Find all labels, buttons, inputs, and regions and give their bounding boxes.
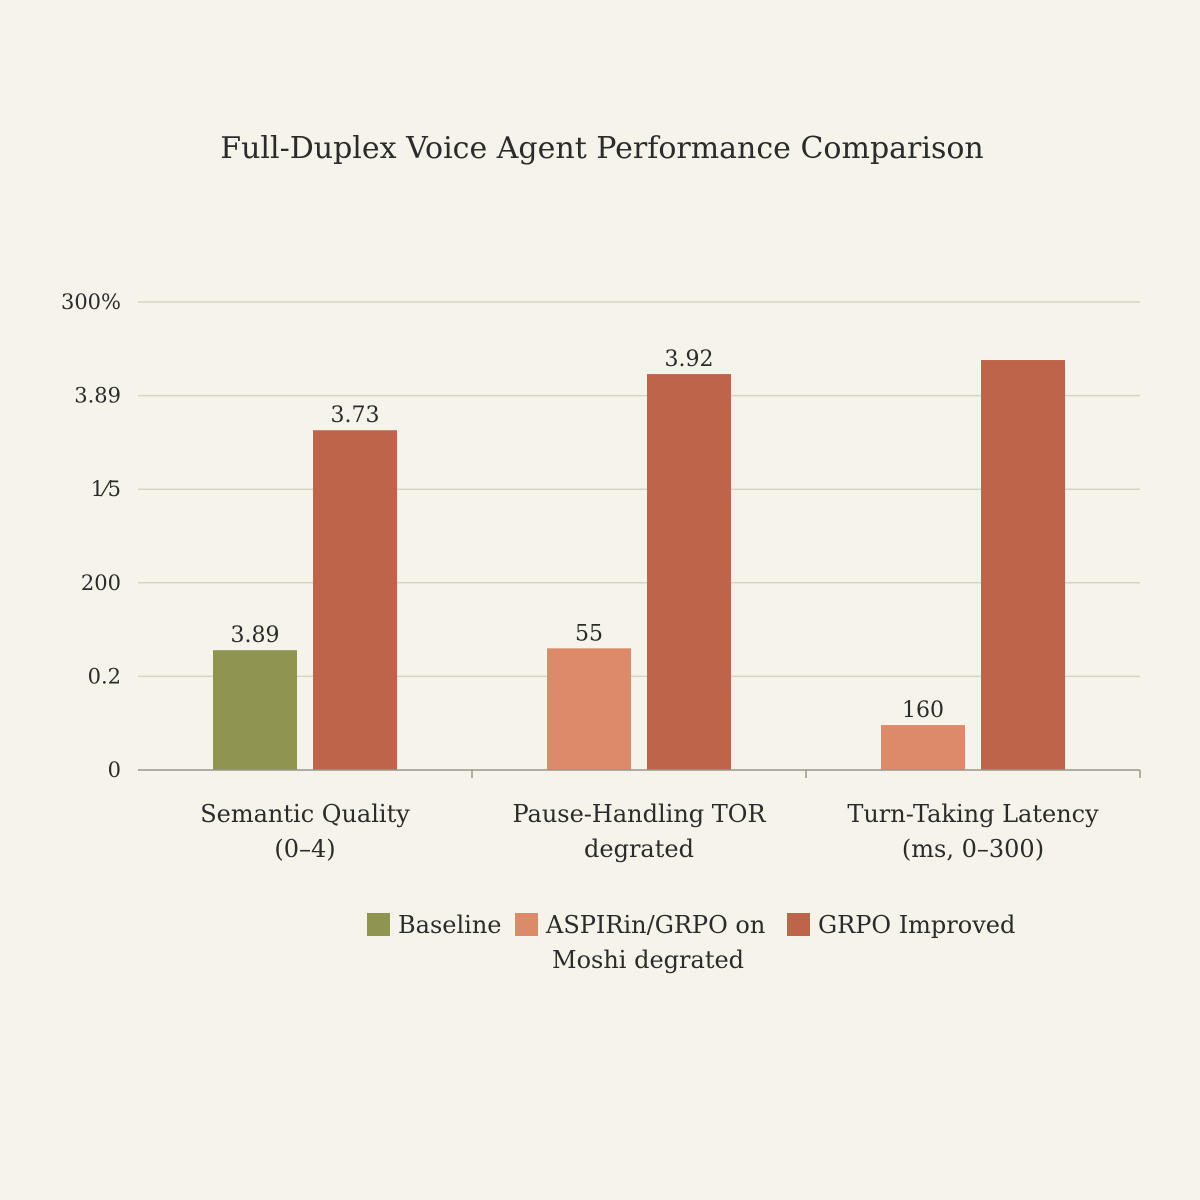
category-label-line: (0–4) (274, 835, 335, 863)
bar (213, 650, 297, 770)
data-label: 160 (902, 698, 944, 723)
data-labels: 3.89 3.73 55 3.92 160 (231, 347, 944, 723)
category-label-line: Semantic Quality (200, 800, 410, 828)
category-label-line: Pause-Handling TOR (512, 800, 766, 828)
y-axis-tick-labels: 0 0.2 200 1⁄5 3.89 300% (61, 290, 121, 782)
legend-swatch (787, 913, 810, 936)
x-axis (138, 769, 1141, 778)
bar (547, 648, 631, 770)
legend-swatch (515, 913, 538, 936)
gridlines (138, 301, 1140, 678)
bar (313, 430, 397, 770)
category-label-line: Turn-Taking Latency (847, 800, 1099, 828)
x-axis-category-label: Pause-Handling TOR degrated (512, 800, 766, 863)
y-tick-label: 0.2 (88, 664, 121, 688)
bar (881, 725, 965, 770)
x-axis-category-labels: Semantic Quality (0–4) Pause-Handling TOR d… (200, 800, 1099, 863)
data-label: 55 (575, 621, 603, 646)
legend: Baseline ASPIRin/GRPO on Moshi degrated GRP… (367, 911, 1015, 974)
legend-entry-line: ASPIRin/GRPO on (545, 911, 765, 939)
legend-entry: GRPO Improved (818, 911, 1015, 939)
category-label-line: (ms, 0–300) (902, 835, 1044, 863)
legend-entry: ASPIRin/GRPO on Moshi degrated (545, 911, 765, 974)
data-label: 3.89 (231, 623, 280, 648)
x-axis-category-label: Turn-Taking Latency (ms, 0–300) (847, 800, 1099, 863)
legend-entry-line: Moshi degrated (552, 946, 744, 974)
category-label-line: degrated (584, 835, 694, 863)
bar (981, 360, 1065, 770)
y-tick-label: 3.89 (74, 384, 121, 408)
legend-entry: Baseline (398, 911, 501, 939)
legend-entry-line: GRPO Improved (818, 911, 1015, 939)
y-tick-label: 1⁄5 (91, 477, 121, 501)
data-label: 3.92 (665, 347, 714, 372)
y-tick-label: 200 (81, 571, 121, 595)
y-tick-label: 0 (108, 758, 121, 782)
x-axis-category-label: Semantic Quality (0–4) (200, 800, 410, 863)
chart-title: Full-Duplex Voice Agent Performance Comp… (220, 131, 984, 166)
legend-entry-line: Baseline (398, 911, 501, 939)
bar (647, 374, 731, 770)
data-label: 3.73 (331, 403, 380, 428)
y-tick-label: 300% (61, 290, 121, 314)
legend-swatch (367, 913, 390, 936)
bars (213, 360, 1065, 770)
